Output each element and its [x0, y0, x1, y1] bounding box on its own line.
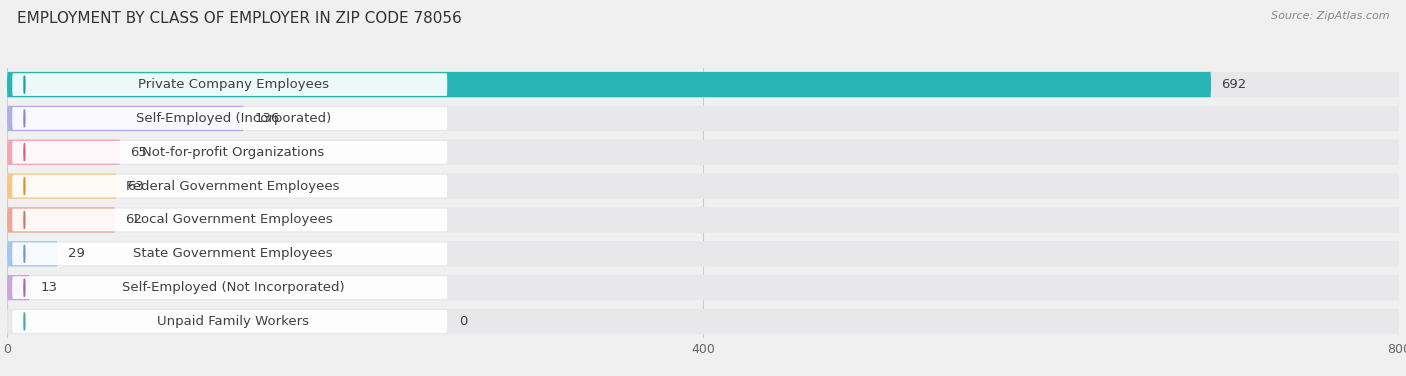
- Text: Source: ZipAtlas.com: Source: ZipAtlas.com: [1271, 11, 1389, 21]
- Text: 62: 62: [125, 214, 142, 226]
- FancyBboxPatch shape: [13, 175, 447, 197]
- FancyBboxPatch shape: [7, 106, 1399, 131]
- Text: Local Government Employees: Local Government Employees: [134, 214, 333, 226]
- FancyBboxPatch shape: [7, 207, 115, 233]
- FancyBboxPatch shape: [13, 141, 447, 164]
- Text: 63: 63: [127, 180, 143, 193]
- Text: State Government Employees: State Government Employees: [134, 247, 333, 260]
- Text: 136: 136: [254, 112, 280, 125]
- FancyBboxPatch shape: [7, 72, 1399, 97]
- FancyBboxPatch shape: [7, 275, 30, 300]
- Text: Private Company Employees: Private Company Employees: [138, 78, 329, 91]
- FancyBboxPatch shape: [13, 243, 447, 265]
- FancyBboxPatch shape: [7, 241, 58, 267]
- Text: 0: 0: [460, 315, 468, 328]
- FancyBboxPatch shape: [7, 241, 1399, 267]
- Text: 29: 29: [67, 247, 84, 260]
- FancyBboxPatch shape: [7, 72, 1211, 97]
- FancyBboxPatch shape: [13, 73, 447, 96]
- FancyBboxPatch shape: [7, 207, 1399, 233]
- Text: Not-for-profit Organizations: Not-for-profit Organizations: [142, 146, 325, 159]
- FancyBboxPatch shape: [7, 106, 243, 131]
- FancyBboxPatch shape: [7, 275, 1399, 300]
- FancyBboxPatch shape: [7, 139, 1399, 165]
- Text: Self-Employed (Incorporated): Self-Employed (Incorporated): [135, 112, 330, 125]
- FancyBboxPatch shape: [7, 173, 1399, 199]
- FancyBboxPatch shape: [13, 107, 447, 130]
- Text: Unpaid Family Workers: Unpaid Family Workers: [157, 315, 309, 328]
- Text: 65: 65: [131, 146, 148, 159]
- Text: Federal Government Employees: Federal Government Employees: [127, 180, 340, 193]
- Text: 13: 13: [41, 281, 58, 294]
- FancyBboxPatch shape: [13, 310, 447, 333]
- Text: EMPLOYMENT BY CLASS OF EMPLOYER IN ZIP CODE 78056: EMPLOYMENT BY CLASS OF EMPLOYER IN ZIP C…: [17, 11, 461, 26]
- FancyBboxPatch shape: [13, 209, 447, 231]
- FancyBboxPatch shape: [13, 276, 447, 299]
- FancyBboxPatch shape: [7, 173, 117, 199]
- Text: 692: 692: [1222, 78, 1247, 91]
- FancyBboxPatch shape: [7, 139, 120, 165]
- Text: Self-Employed (Not Incorporated): Self-Employed (Not Incorporated): [122, 281, 344, 294]
- FancyBboxPatch shape: [7, 309, 1399, 334]
